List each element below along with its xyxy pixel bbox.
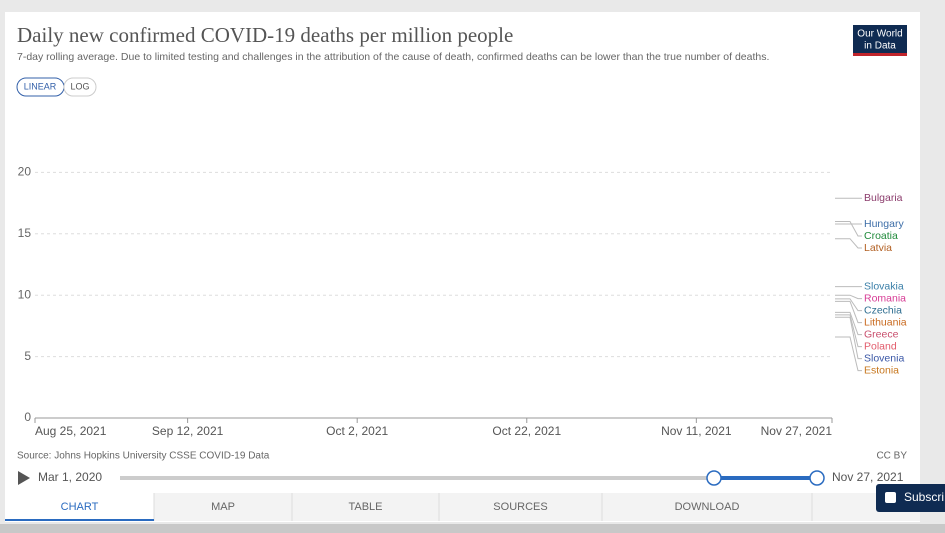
legend-label[interactable]: Hungary (864, 218, 904, 230)
play-button[interactable] (18, 471, 30, 485)
log-label: LOG (70, 81, 89, 91)
subscribe-icon (885, 492, 896, 503)
logo-text: Our World (857, 29, 902, 40)
legend-leader (835, 311, 862, 336)
legend-label[interactable]: Latvia (864, 242, 892, 254)
y-tick-label: 20 (18, 165, 32, 179)
legend-leader (835, 336, 862, 372)
tab-bar (5, 493, 920, 521)
log-button[interactable] (63, 77, 97, 97)
timeline-end: Nov 27, 2021 (832, 470, 904, 484)
tab-label[interactable]: TABLE (348, 501, 382, 513)
timeline-handle[interactable] (809, 470, 825, 486)
legend-label[interactable]: Czechia (864, 304, 902, 316)
subscribe-button[interactable] (876, 484, 945, 512)
legend-leader (835, 316, 862, 360)
x-tick-label: Oct 2, 2021 (326, 424, 388, 438)
tab-active (5, 493, 154, 521)
legend-leader (835, 238, 862, 249)
legend-label[interactable]: Poland (864, 340, 897, 352)
tab-label[interactable]: CHART (61, 501, 99, 513)
x-tick-label: Nov 11, 2021 (661, 424, 732, 438)
tabs: CHART MAP TABLE SOURCES DOWNLOAD (5, 493, 813, 521)
license: CC BY (876, 451, 907, 462)
source: Source: Johns Hopkins University CSSE CO… (17, 451, 270, 462)
y-tick-label: 10 (18, 287, 32, 301)
scrollbar (0, 524, 945, 533)
tab-label[interactable]: DOWNLOAD (675, 501, 740, 513)
legend-label[interactable]: Greece (864, 328, 899, 340)
legend-leader (835, 294, 862, 300)
legend-label[interactable]: Bulgaria (864, 192, 903, 204)
y-tick-label: 5 (24, 349, 31, 363)
legend-leader (835, 300, 862, 324)
y-tick-label: 0 (24, 410, 31, 424)
chart-title: Daily new confirmed COVID-19 deaths per … (17, 23, 513, 47)
legend-label[interactable]: Slovenia (864, 352, 904, 364)
chart-subtitle: 7-day rolling average. Due to limited te… (17, 51, 769, 63)
legend-label[interactable]: Croatia (864, 230, 898, 242)
card (5, 12, 920, 522)
logo-bar (853, 53, 907, 56)
legend-leader (835, 314, 862, 348)
legend-leader (835, 221, 862, 237)
logo[interactable] (853, 25, 907, 55)
tab-label[interactable]: SOURCES (493, 501, 547, 513)
x-tick-label: Aug 25, 2021 (35, 424, 107, 438)
tab-label[interactable]: MAP (211, 501, 235, 513)
subscribe-label: Subscri (904, 490, 944, 504)
legend-label[interactable]: Lithuania (864, 316, 907, 328)
x-tick-label: Sep 12, 2021 (152, 424, 224, 438)
linear-label: LINEAR (24, 81, 57, 91)
timeline-start: Mar 1, 2020 (38, 470, 102, 484)
legend-leader (835, 298, 862, 312)
legend-label[interactable]: Slovakia (864, 280, 904, 292)
legend-label[interactable]: Romania (864, 292, 906, 304)
logo-text: in Data (864, 41, 896, 52)
timeline-handle[interactable] (706, 470, 722, 486)
y-tick-label: 15 (18, 226, 32, 240)
legend-label[interactable]: Estonia (864, 364, 899, 376)
x-tick-label: Nov 27, 2021 (761, 424, 833, 438)
x-tick-label: Oct 22, 2021 (492, 424, 561, 438)
